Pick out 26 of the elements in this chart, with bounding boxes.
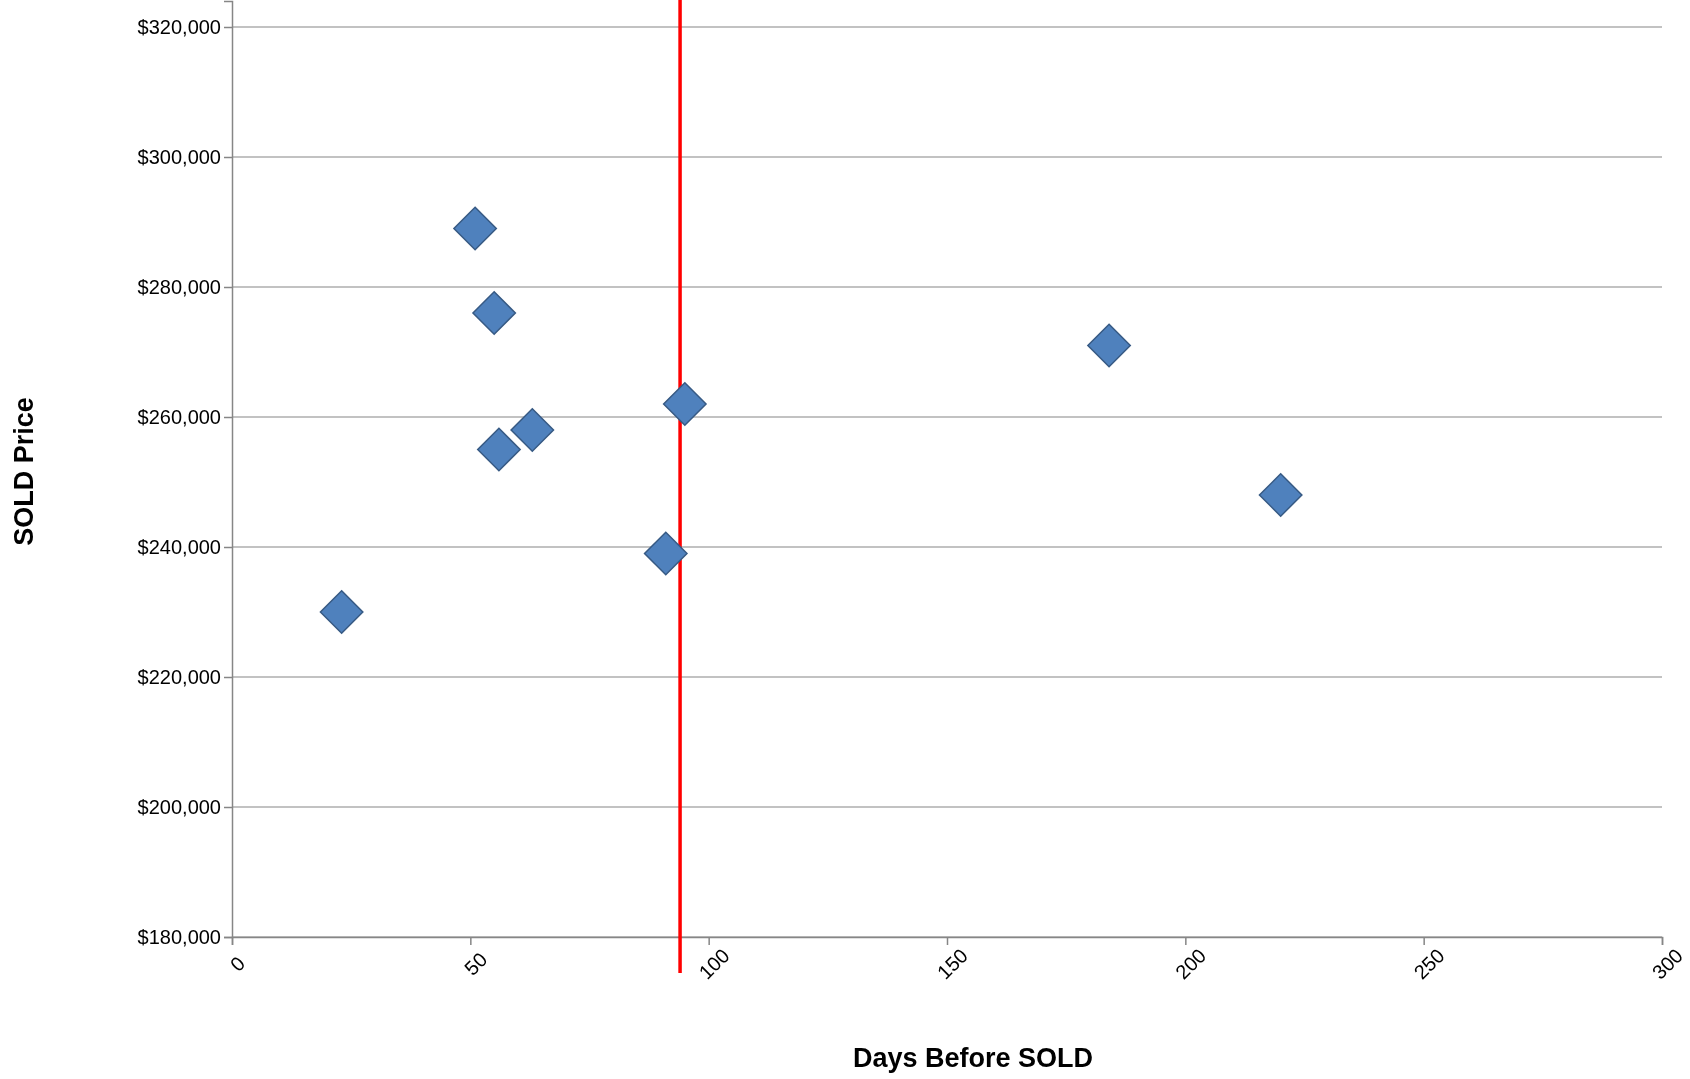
point: [476, 427, 521, 472]
y-tick-label: $280,000: [137, 275, 221, 298]
point: [643, 531, 688, 576]
x-axis-title: Days Before SOLD: [852, 1043, 1094, 1073]
y-axis-title: SOLD Price: [9, 397, 39, 546]
y-tick-label: $220,000: [137, 665, 221, 688]
y-tick-label: $180,000: [137, 925, 221, 948]
x-tick-label: 50: [460, 948, 492, 980]
point: [1258, 473, 1303, 517]
point: [1087, 323, 1132, 368]
y-tick-label: $300,000: [137, 145, 221, 168]
y-tick-label: $240,000: [137, 535, 221, 558]
x-tick-label: 300: [1647, 944, 1687, 984]
x-tick-label: 250: [1409, 944, 1449, 984]
y-tick-label: $200,000: [137, 795, 221, 818]
point: [510, 408, 555, 452]
x-tick-label: 150: [932, 944, 972, 984]
x-tick-label: 200: [1171, 944, 1211, 984]
point: [662, 382, 707, 426]
point: [472, 291, 517, 335]
point: [453, 206, 498, 251]
y-tick-label: $320,000: [137, 15, 221, 38]
x-tick-label: 100: [694, 944, 734, 984]
x-tick-label: 0: [225, 952, 250, 976]
y-tick-label: $260,000: [137, 405, 221, 428]
point: [319, 590, 364, 634]
